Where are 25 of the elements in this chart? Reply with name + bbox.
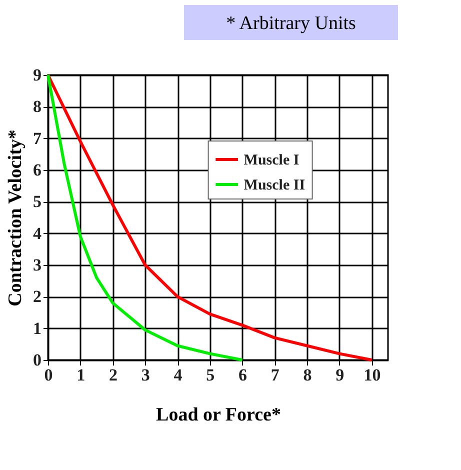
x-tick-label: 10 — [364, 366, 381, 384]
y-tick-label: 5 — [33, 192, 42, 212]
text: * Arbitrary Units — [226, 13, 356, 34]
y-tick-label: 7 — [33, 128, 42, 148]
legend-label: Muscle I — [244, 152, 300, 169]
x-tick-label: 2 — [109, 366, 118, 384]
y-tick-label: 0 — [33, 350, 42, 370]
y-tick-label: 8 — [33, 97, 42, 116]
legend-label: Muscle II — [244, 178, 306, 194]
x-tick-label: 5 — [206, 366, 215, 384]
x-axis-title: Load or Force* — [156, 404, 281, 426]
y-tick-label: 6 — [33, 160, 42, 180]
x-tick-label: 9 — [336, 366, 344, 384]
x-tick-label: 4 — [174, 366, 183, 384]
x-tick-label: 7 — [270, 366, 280, 384]
x-tick-label: 6 — [238, 366, 248, 384]
x-tick-label: 8 — [303, 366, 312, 384]
y-tick-label: 1 — [33, 318, 42, 338]
y-tick-label: 3 — [33, 256, 42, 274]
x-tick-label: 3 — [141, 366, 150, 384]
y-tick-label: 9 — [33, 66, 42, 84]
y-axis-title: Contraction Velocity* — [5, 130, 26, 306]
y-tick-label: 4 — [33, 224, 42, 243]
x-tick-label: 1 — [76, 366, 86, 384]
y-tick-label: 2 — [33, 287, 42, 306]
